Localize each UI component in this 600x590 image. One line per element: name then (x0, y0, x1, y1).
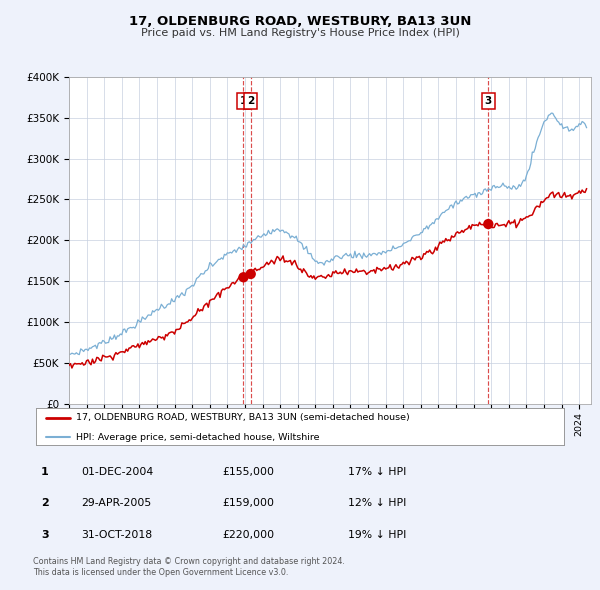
Text: 31-OCT-2018: 31-OCT-2018 (81, 530, 152, 539)
Text: £159,000: £159,000 (222, 499, 274, 508)
Text: HPI: Average price, semi-detached house, Wiltshire: HPI: Average price, semi-detached house,… (76, 433, 319, 442)
Text: £155,000: £155,000 (222, 467, 274, 477)
Text: 01-DEC-2004: 01-DEC-2004 (81, 467, 153, 477)
Text: Price paid vs. HM Land Registry's House Price Index (HPI): Price paid vs. HM Land Registry's House … (140, 28, 460, 38)
Text: 2: 2 (41, 499, 49, 508)
Text: 2: 2 (247, 96, 254, 106)
Text: This data is licensed under the Open Government Licence v3.0.: This data is licensed under the Open Gov… (33, 568, 289, 577)
Text: 12% ↓ HPI: 12% ↓ HPI (348, 499, 406, 508)
Text: 29-APR-2005: 29-APR-2005 (81, 499, 151, 508)
Point (239, 273, 248, 282)
Text: £220,000: £220,000 (222, 530, 274, 539)
Point (246, 269, 256, 278)
Text: 3: 3 (485, 96, 492, 106)
Text: 19% ↓ HPI: 19% ↓ HPI (348, 530, 406, 539)
Text: 17, OLDENBURG ROAD, WESTBURY, BA13 3UN (semi-detached house): 17, OLDENBURG ROAD, WESTBURY, BA13 3UN (… (76, 413, 409, 422)
Text: Contains HM Land Registry data © Crown copyright and database right 2024.: Contains HM Land Registry data © Crown c… (33, 558, 345, 566)
Point (484, 219, 493, 229)
Text: 1: 1 (41, 467, 49, 477)
Text: 17, OLDENBURG ROAD, WESTBURY, BA13 3UN: 17, OLDENBURG ROAD, WESTBURY, BA13 3UN (129, 15, 471, 28)
Text: 17% ↓ HPI: 17% ↓ HPI (348, 467, 406, 477)
Text: 3: 3 (41, 530, 49, 539)
Text: 1: 1 (240, 96, 247, 106)
